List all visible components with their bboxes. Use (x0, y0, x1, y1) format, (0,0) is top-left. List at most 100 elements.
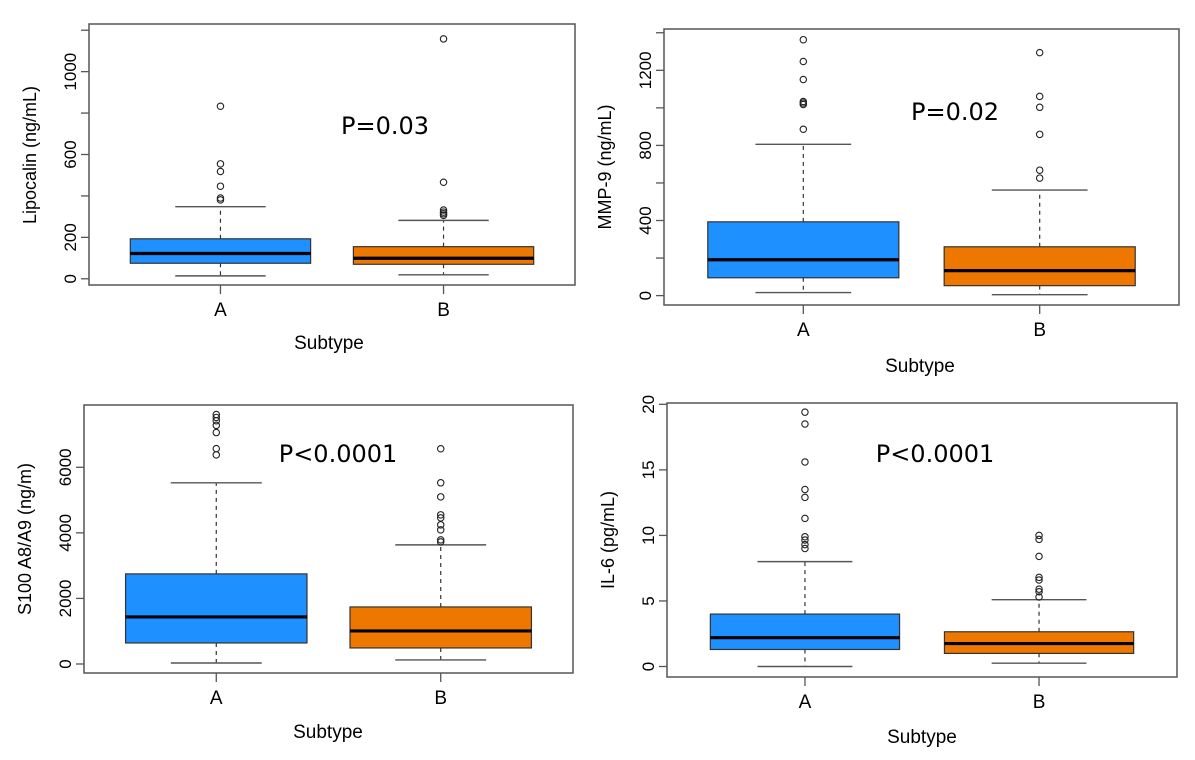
chart-panel-bottom-right: 0 5 10 15 20 A B Subtype IL-6 (pg/mL) P<0.0001 (598, 395, 1178, 748)
box-a (707, 35, 900, 294)
outlier-point (1035, 166, 1044, 174)
outlier-point (212, 421, 221, 430)
y-tick-label: 1200 (636, 51, 655, 89)
plot-frame (83, 404, 574, 674)
outlier-point (799, 57, 808, 66)
outlier-point (801, 408, 809, 416)
x-tick-label: B (437, 300, 450, 321)
outlier-point (799, 97, 808, 106)
y-axis-title: S100 A8/A9 (ng/m) (15, 463, 35, 615)
box-b (352, 35, 535, 276)
iqr-box (707, 221, 900, 279)
outlier-point (436, 479, 445, 487)
x-tick-label: A (797, 320, 810, 341)
outlier-point (216, 194, 225, 202)
plot-frame (666, 402, 1178, 678)
y-axis-title: MMP-9 (ng/mL) (595, 104, 615, 229)
iqr-box (709, 613, 901, 651)
box-a (129, 102, 312, 277)
outlier-point (1035, 535, 1043, 544)
outlier-point (436, 526, 445, 534)
outlier-point (216, 160, 225, 168)
outlier-point (212, 410, 221, 419)
iqr-box (943, 246, 1136, 287)
iqr-box (129, 238, 312, 264)
y-tick-label: 0 (61, 274, 80, 283)
outlier-point (436, 445, 445, 453)
x-axis-title: Subtype (293, 722, 363, 743)
x-axis-title: Subtype (294, 333, 364, 354)
outlier-point (799, 125, 808, 134)
outlier-point (1035, 576, 1043, 584)
y-axis-title: IL-6 (pg/mL) (598, 491, 618, 589)
y-tick-label: 5 (639, 596, 658, 605)
p-value-annotation: P<0.0001 (279, 440, 398, 468)
box-b (943, 48, 1136, 296)
y-tick-label: 15 (639, 460, 658, 479)
p-value-annotation: P=0.02 (911, 98, 999, 126)
x-tick-label: A (210, 688, 223, 709)
x-tick-label: A (799, 692, 812, 713)
y-tick-label: 1000 (61, 53, 80, 91)
iqr-box (352, 246, 535, 265)
y-tick-label: 800 (636, 131, 655, 159)
outlier-point (216, 182, 225, 190)
p-value-annotation: P=0.03 (341, 112, 429, 140)
outlier-point (1035, 531, 1043, 540)
outlier-point (1035, 130, 1044, 139)
outlier-point (799, 75, 808, 84)
outlier-point (1035, 552, 1043, 561)
outlier-point (1035, 103, 1044, 112)
outlier-point (801, 493, 809, 502)
outlier-point (212, 428, 221, 437)
x-tick-label: B (1033, 692, 1046, 713)
outlier-point (1035, 593, 1043, 601)
outlier-point (801, 458, 809, 466)
outlier-point (439, 206, 448, 214)
y-tick-label: 0 (639, 662, 658, 671)
box-a (124, 410, 308, 664)
outlier-point (801, 485, 809, 494)
chart-panel-bottom-left: 0 2000 4000 6000 A B Subtype S100 A8/A9 (ng/m) P… (15, 404, 574, 743)
y-tick-label: 4000 (56, 514, 75, 552)
y-tick-label: 600 (61, 140, 80, 168)
outlier-point (436, 511, 445, 519)
outlier-point (801, 420, 809, 428)
outlier-point (439, 35, 448, 43)
outlier-point (212, 444, 221, 453)
outlier-point (1035, 585, 1043, 593)
box-b (349, 445, 533, 661)
outlier-point (436, 493, 445, 501)
outlier-point (801, 532, 809, 541)
plot-frame (663, 28, 1180, 306)
outlier-point (801, 536, 809, 544)
outlier-point (439, 208, 448, 216)
box-a (709, 408, 901, 668)
outlier-point (1035, 48, 1044, 57)
y-tick-label: 20 (639, 395, 658, 414)
iqr-box (349, 606, 533, 649)
outlier-point (212, 413, 221, 422)
outlier-point (216, 167, 225, 176)
outlier-point (436, 538, 445, 546)
y-tick-label: 10 (639, 526, 658, 545)
outlier-point (801, 514, 809, 523)
outlier-point (1035, 174, 1044, 182)
outlier-point (212, 451, 221, 459)
y-tick-label: 400 (636, 206, 655, 234)
x-tick-label: A (214, 300, 227, 321)
box-b (943, 531, 1135, 664)
chart-panel-top-left: 0 200 600 1000 A B Subtype Lipocalin (ng/mL) P=0… (20, 23, 576, 354)
y-tick-label: 200 (61, 223, 80, 251)
y-tick-label: 6000 (56, 448, 75, 486)
outlier-point (1035, 588, 1043, 596)
outlier-point (439, 178, 448, 187)
outlier-point (436, 536, 445, 544)
outlier-point (799, 35, 808, 44)
y-tick-label: 0 (636, 291, 655, 300)
outlier-point (216, 102, 225, 110)
outlier-point (801, 544, 809, 553)
iqr-box (124, 573, 308, 644)
x-tick-label: B (1033, 320, 1046, 341)
